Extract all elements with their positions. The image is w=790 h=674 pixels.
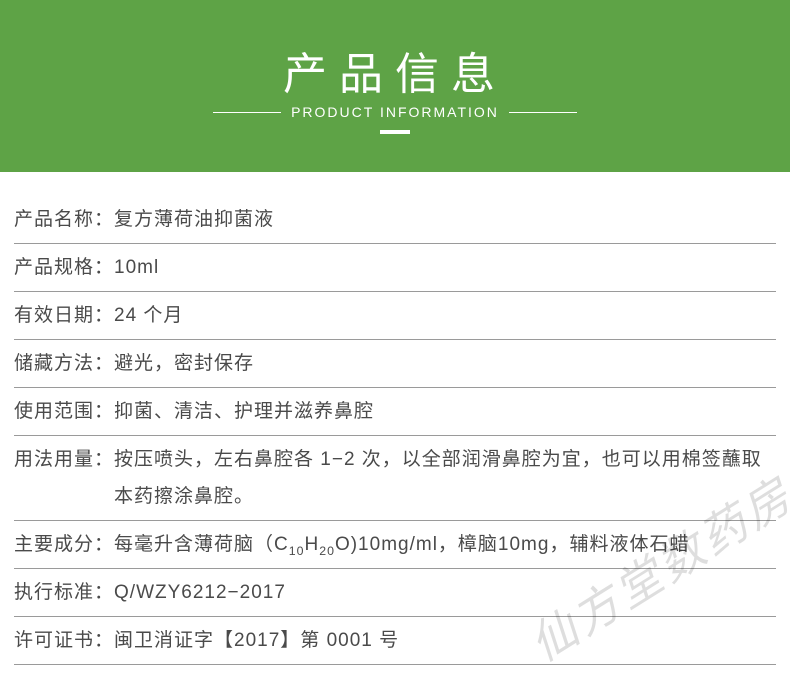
decorative-line-right xyxy=(509,112,577,113)
row-label: 产品规格： xyxy=(14,250,114,286)
row-value: 按压喷头，左右鼻腔各 1−2 次，以全部润滑鼻腔为宜，也可以用棉签蘸取本药擦涂鼻… xyxy=(114,442,776,514)
row-label: 主要成分： xyxy=(14,527,114,563)
row-value: 每毫升含薄荷脑（C10H20O)10mg/ml，樟脑10mg，辅料液体石蜡 xyxy=(114,527,689,563)
row-label: 产品名称： xyxy=(14,202,114,238)
subtitle-row: PRODUCT INFORMATION xyxy=(213,104,577,120)
row-label: 储藏方法： xyxy=(14,346,114,382)
row-value: 避光，密封保存 xyxy=(114,346,254,382)
table-row: 产品规格：10ml xyxy=(14,244,776,292)
row-value: 24 个月 xyxy=(114,298,183,334)
row-value: 闽卫消证字【2017】第 0001 号 xyxy=(114,623,399,659)
row-value: 10ml xyxy=(114,250,159,286)
title-chinese: 产品信息 xyxy=(283,38,507,102)
table-row: 产品名称：复方薄荷油抑菌液 xyxy=(14,196,776,244)
table-row: 有效日期：24 个月 xyxy=(14,292,776,340)
decorative-line-left xyxy=(213,112,281,113)
row-label: 有效日期： xyxy=(14,298,114,334)
header-banner: 产品信息 PRODUCT INFORMATION xyxy=(0,0,790,172)
row-label: 使用范围： xyxy=(14,394,114,430)
decorative-underline xyxy=(380,130,410,134)
row-value: 复方薄荷油抑菌液 xyxy=(114,202,274,238)
row-label: 用法用量： xyxy=(14,442,114,478)
row-value: 抑菌、清洁、护理并滋养鼻腔 xyxy=(114,394,374,430)
table-row: 储藏方法：避光，密封保存 xyxy=(14,340,776,388)
table-row: 用法用量：按压喷头，左右鼻腔各 1−2 次，以全部润滑鼻腔为宜，也可以用棉签蘸取… xyxy=(14,436,776,520)
table-row: 许可证书：闽卫消证字【2017】第 0001 号 xyxy=(14,617,776,665)
table-row: 主要成分：每毫升含薄荷脑（C10H20O)10mg/ml，樟脑10mg，辅料液体… xyxy=(14,521,776,569)
info-table: 产品名称：复方薄荷油抑菌液产品规格：10ml有效日期：24 个月储藏方法：避光，… xyxy=(0,172,790,665)
title-english: PRODUCT INFORMATION xyxy=(291,104,499,120)
row-value: Q/WZY6212−2017 xyxy=(114,575,286,611)
row-label: 许可证书： xyxy=(14,623,114,659)
row-label: 执行标准： xyxy=(14,575,114,611)
table-row: 使用范围：抑菌、清洁、护理并滋养鼻腔 xyxy=(14,388,776,436)
